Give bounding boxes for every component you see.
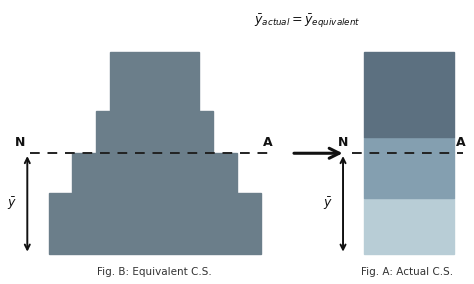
Bar bbox=[72, 153, 237, 193]
Bar bbox=[364, 137, 454, 198]
Text: $\bar{y}_{actual} = \bar{y}_{equivalent}$: $\bar{y}_{actual} = \bar{y}_{equivalent}… bbox=[255, 12, 361, 30]
Bar bbox=[96, 111, 213, 153]
Bar bbox=[364, 198, 454, 254]
Text: A: A bbox=[456, 136, 465, 149]
Bar bbox=[48, 193, 261, 254]
Text: $\bar{y}$: $\bar{y}$ bbox=[7, 196, 17, 212]
Text: A: A bbox=[263, 136, 273, 149]
Text: N: N bbox=[338, 136, 348, 149]
Text: $\bar{y}$: $\bar{y}$ bbox=[323, 196, 333, 212]
Text: Fig. A: Actual C.S.: Fig. A: Actual C.S. bbox=[361, 267, 453, 277]
Bar bbox=[110, 52, 199, 111]
Text: Fig. B: Equivalent C.S.: Fig. B: Equivalent C.S. bbox=[97, 267, 212, 277]
Bar bbox=[364, 52, 454, 137]
Text: N: N bbox=[15, 136, 26, 149]
